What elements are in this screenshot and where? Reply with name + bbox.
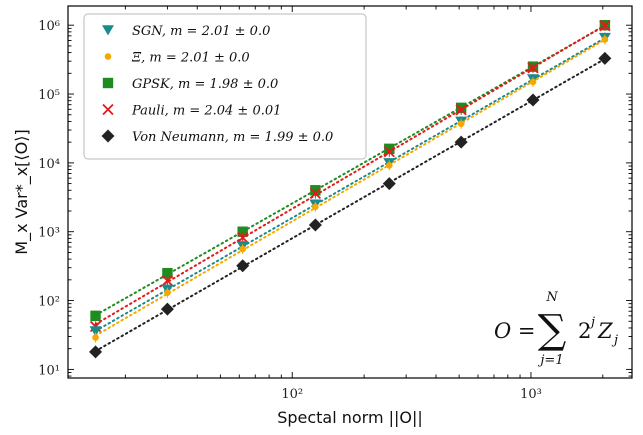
data-point [102, 25, 114, 36]
data-point [598, 51, 612, 65]
data-point [309, 187, 322, 200]
data-point [455, 104, 467, 116]
data-point [383, 146, 395, 158]
fit-line [94, 37, 606, 333]
y-tick-label: 10² [38, 295, 60, 310]
data-point [599, 20, 611, 32]
data-point [529, 78, 537, 86]
data-point [308, 218, 322, 232]
fit-line [94, 38, 606, 337]
x-tick-label: 10² [281, 387, 303, 402]
data-point [385, 162, 393, 169]
y-axis-title: M_x Var*_x[⟨O⟩] [12, 129, 32, 254]
data-point [90, 310, 101, 322]
data-point [526, 93, 540, 107]
y-tick-label: 10³ [38, 226, 60, 241]
y-tick-label: 10¹ [38, 363, 60, 378]
data-point [102, 77, 114, 89]
legend-item: Von Neumann, m = 1.99 ± 0.0 [101, 129, 333, 145]
plot-frame [67, 5, 633, 379]
legend-label: Von Neumann, m = 1.99 ± 0.0 [132, 130, 333, 145]
legend: SGN, m = 2.01 ± 0.0 Ξ, m = 2.01 ± 0.0 GPSK… [83, 13, 367, 160]
legend-item: Pauli, m = 2.04 ± 0.01 [102, 103, 281, 119]
data-point [160, 302, 174, 316]
formula-term-rest: Z [597, 319, 613, 343]
y-tick-label: 10⁴ [38, 157, 60, 172]
legend-label: SGN, m = 2.01 ± 0.0 [132, 24, 270, 39]
data-point [312, 203, 319, 211]
x-tick-label: 10³ [520, 387, 542, 402]
formula-term-sub: j [611, 333, 618, 348]
data-point [527, 62, 539, 74]
axes: 10² 10³ 10¹ 10² 10³ 10⁴ 10⁵ 10⁶ Spectal norm ||O… [12, 5, 633, 427]
legend-label: Ξ, m = 2.01 ± 0.0 [131, 51, 250, 66]
data-point [104, 53, 112, 60]
formula-term-base: 2 [578, 319, 591, 343]
data-point [162, 267, 173, 279]
legend-label: GPSK, m = 1.98 ± 0.0 [132, 77, 278, 92]
legend-item: SGN, m = 2.01 ± 0.0 [102, 24, 270, 39]
data-point [102, 103, 114, 116]
legend-label: Pauli, m = 2.04 ± 0.01 [131, 104, 281, 119]
legend-item: GPSK, m = 1.98 ± 0.0 [102, 77, 278, 92]
series-4 [89, 51, 612, 359]
formula-sum: ∑ [538, 307, 567, 353]
data-point [457, 120, 465, 128]
legend-item: Ξ, m = 2.01 ± 0.0 [104, 51, 250, 66]
data-point [89, 345, 103, 359]
data-point [161, 274, 174, 287]
formula-upper: N [545, 290, 558, 305]
data-point [239, 245, 246, 253]
series-1 [92, 34, 609, 343]
series-layer [89, 19, 612, 359]
fit-line [94, 24, 606, 326]
data-point [601, 36, 609, 43]
data-point [237, 232, 249, 244]
formula-lower: j=1 [537, 353, 563, 368]
x-axis-title: Spectal norm ||O|| [277, 408, 423, 427]
y-tick-label: 10⁵ [38, 88, 60, 103]
y-tick-label: 10⁶ [38, 19, 60, 34]
data-point [454, 135, 468, 149]
formula-lhs: O = [494, 319, 536, 343]
data-point [382, 177, 396, 191]
fit-line [94, 57, 606, 353]
data-point [92, 334, 99, 341]
data-point [101, 129, 115, 143]
data-point [237, 226, 248, 237]
data-point [236, 259, 250, 273]
formula-term-exp: j [588, 315, 595, 330]
data-point [164, 289, 171, 297]
legend-box [83, 13, 367, 160]
data-point [89, 326, 102, 337]
